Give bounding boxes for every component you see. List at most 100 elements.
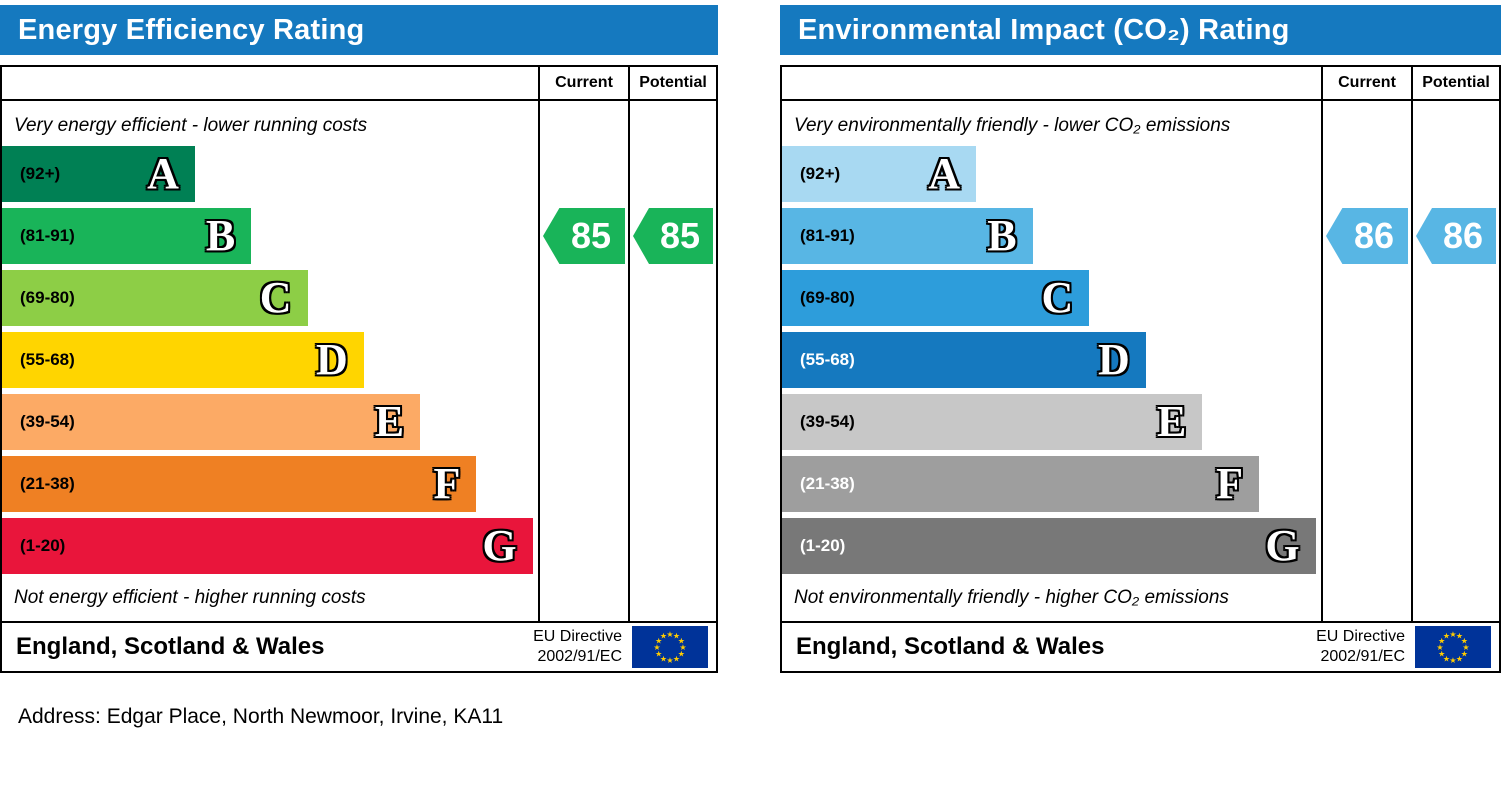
eu-directive-line1: EU Directive (1316, 628, 1405, 645)
band-letter-g: G (1265, 521, 1300, 570)
band-letter-g: G (482, 521, 517, 570)
band-bar-e: (39-54) E (782, 394, 1203, 450)
band-range-f: (21-38) (800, 474, 855, 493)
svg-text:★: ★ (1436, 643, 1443, 652)
band-row-f: (21-38) F (782, 453, 1321, 515)
band-bar-e: (39-54) E (2, 394, 421, 450)
band-bar-c: (69-80) C (2, 270, 308, 326)
svg-text:★: ★ (1461, 637, 1468, 646)
band-row-g: (1-20) G (782, 515, 1321, 577)
band-letter-d: D (1098, 335, 1130, 384)
potential-column-header: Potential (628, 67, 716, 99)
environmental-table-header: Current Potential (782, 67, 1499, 101)
footer-region-text: England, Scotland & Wales (796, 633, 1105, 660)
band-letter-a: A (928, 149, 961, 198)
energy-current-column: 85 (538, 101, 628, 621)
band-row-e: (39-54) E (2, 391, 538, 453)
header-spacer (2, 67, 538, 99)
energy-chart-title: Energy Efficiency Rating (0, 5, 718, 55)
band-letter-e: E (1157, 397, 1187, 446)
band-row-c: (69-80) C (2, 267, 538, 329)
band-bar-d: (55-68) D (782, 332, 1146, 388)
energy-efficiency-chart: Energy Efficiency Rating Current Potenti… (0, 5, 718, 673)
eu-flag-icon: ★ ★★ ★★★ ★★★ ★★★ (632, 626, 708, 668)
svg-text:★: ★ (660, 632, 667, 641)
environmental-potential-column: 86 (1411, 101, 1499, 621)
energy-current-arrow: 85 (543, 208, 625, 264)
environmental-top-note: Very environmentally friendly - lower CO… (794, 115, 1231, 136)
band-bar-d: (55-68) D (2, 332, 364, 388)
band-bar-g: (1-20) G (2, 518, 533, 574)
band-row-a: (92+) A (782, 143, 1321, 205)
svg-text:★: ★ (678, 637, 685, 646)
svg-text:★: ★ (678, 650, 685, 659)
energy-potential-arrow: 85 (633, 208, 713, 264)
environmental-current-value: 86 (1353, 215, 1395, 256)
svg-text:★: ★ (1438, 637, 1445, 646)
svg-text:★: ★ (1456, 654, 1463, 663)
svg-text:★: ★ (1449, 630, 1456, 639)
band-letter-f: F (1216, 459, 1243, 508)
energy-table-header: Current Potential (2, 67, 716, 101)
environmental-current-arrow: 86 (1326, 208, 1408, 264)
band-bar-c: (69-80) C (782, 270, 1090, 326)
potential-column-header: Potential (1411, 67, 1499, 99)
svg-text:★: ★ (666, 656, 673, 665)
environmental-bands-area: Very environmentally friendly - lower CO… (782, 101, 1321, 621)
environmental-table-body: Very environmentally friendly - lower CO… (782, 101, 1499, 621)
band-letter-c: C (1041, 273, 1074, 322)
band-letter-c: C (259, 273, 292, 322)
band-range-g: (1-20) (20, 536, 66, 555)
svg-text:★: ★ (1461, 650, 1468, 659)
energy-potential-value: 85 (659, 215, 701, 256)
band-range-c: (69-80) (800, 288, 855, 307)
band-range-c: (69-80) (20, 288, 75, 307)
band-range-e: (39-54) (20, 412, 75, 431)
eu-flag-icon: ★ ★★ ★★★ ★★★ ★★★ (1415, 626, 1491, 668)
energy-chart-footer: England, Scotland & Wales EU Directive 2… (2, 621, 716, 671)
band-row-c: (69-80) C (782, 267, 1321, 329)
band-row-e: (39-54) E (782, 391, 1321, 453)
band-bar-g: (1-20) G (782, 518, 1316, 574)
svg-text:★: ★ (1462, 643, 1469, 652)
band-range-a: (92+) (20, 164, 61, 183)
band-letter-a: A (147, 149, 179, 198)
svg-text:★: ★ (679, 643, 686, 652)
band-bar-a: (92+) A (2, 146, 195, 202)
energy-bands-area: Very energy efficient - lower running co… (2, 101, 538, 621)
band-row-b: (81-91) B (782, 205, 1321, 267)
environmental-chart-footer: England, Scotland & Wales EU Directive 2… (782, 621, 1499, 671)
band-letter-b: B (205, 211, 236, 260)
band-row-b: (81-91) B (2, 205, 538, 267)
energy-bottom-note: Not energy efficient - higher running co… (14, 587, 366, 608)
band-bar-b: (81-91) B (782, 208, 1033, 264)
energy-chart-table: Current Potential Very energy efficient … (0, 65, 718, 673)
current-column-header: Current (1321, 67, 1411, 99)
band-range-b: (81-91) (20, 226, 75, 245)
eu-directive-line2: 2002/91/EC (537, 648, 622, 665)
band-letter-e: E (374, 397, 405, 446)
svg-text:★: ★ (1449, 656, 1456, 665)
band-letter-d: D (316, 335, 348, 384)
eu-directive-line2: 2002/91/EC (1320, 648, 1405, 665)
svg-text:★: ★ (655, 637, 662, 646)
svg-text:★: ★ (666, 630, 673, 639)
band-row-d: (55-68) D (2, 329, 538, 391)
svg-text:★: ★ (1443, 654, 1450, 663)
band-range-d: (55-68) (800, 350, 855, 369)
eu-directive-line1: EU Directive (533, 628, 622, 645)
energy-potential-column: 85 (628, 101, 716, 621)
svg-text:★: ★ (1438, 650, 1445, 659)
band-bar-f: (21-38) F (782, 456, 1259, 512)
band-bar-a: (92+) A (782, 146, 977, 202)
footer-region-text: England, Scotland & Wales (16, 633, 325, 660)
band-range-f: (21-38) (20, 474, 75, 493)
svg-text:★: ★ (1456, 632, 1463, 641)
band-letter-b: B (987, 211, 1017, 260)
environmental-impact-chart: Environmental Impact (CO₂) Rating Curren… (780, 5, 1501, 673)
band-range-b: (81-91) (800, 226, 855, 245)
svg-text:★: ★ (660, 654, 667, 663)
epc-charts-row: Energy Efficiency Rating Current Potenti… (0, 5, 1501, 673)
band-range-d: (55-68) (20, 350, 75, 369)
environmental-chart-table: Current Potential Very environmentally f… (780, 65, 1501, 673)
